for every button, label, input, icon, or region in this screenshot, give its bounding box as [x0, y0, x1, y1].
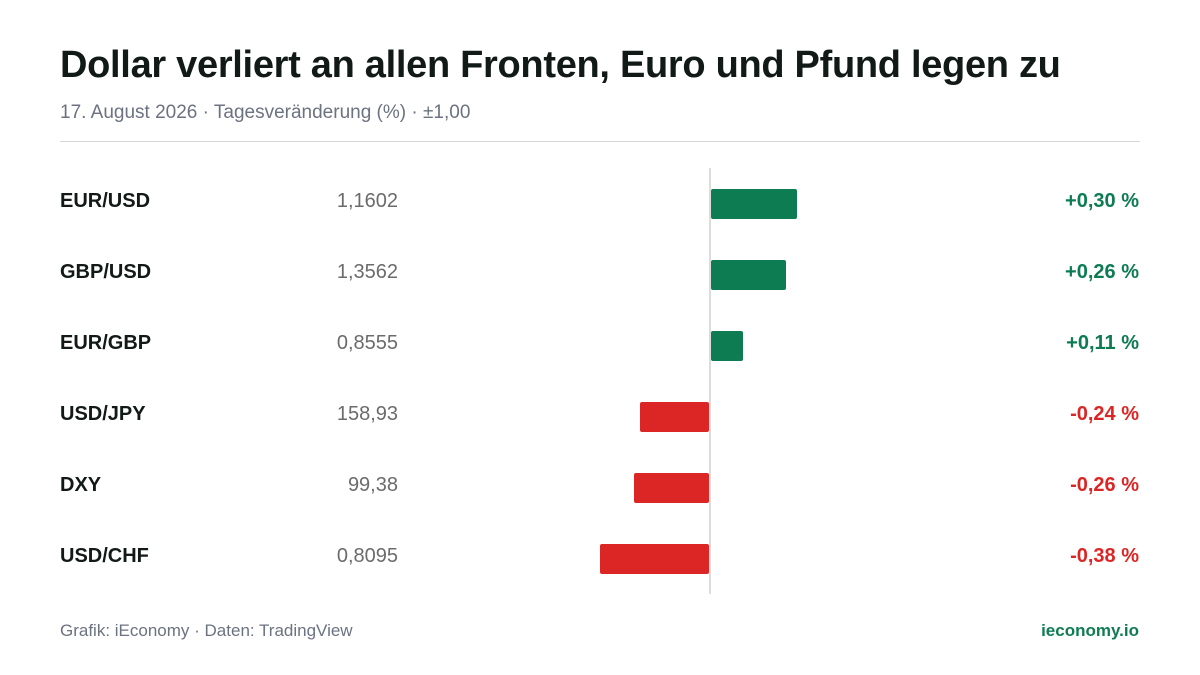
chart-row: DXY 99,38 -0,26 %	[0, 468, 1200, 508]
pair-label: EUR/GBP	[60, 332, 152, 354]
chart-row: EUR/GBP 0,8555 +0,11 %	[0, 326, 1200, 366]
change-label: -0,38 %	[1070, 545, 1139, 567]
chart-row: USD/CHF 0,8095 -0,38 %	[0, 539, 1200, 579]
pair-label: DXY	[60, 474, 102, 496]
positive-bar	[711, 189, 798, 219]
header-divider	[60, 141, 1140, 142]
negative-bar	[599, 544, 709, 574]
chart-row: GBP/USD 1,3562 +0,26 %	[0, 255, 1200, 295]
pair-label: USD/JPY	[60, 403, 146, 425]
footer-brand-link[interactable]: ieconomy.io	[1041, 621, 1139, 640]
price-value: 158,93	[336, 403, 398, 425]
chart-row: USD/JPY 158,93 -0,24 %	[0, 397, 1200, 437]
pair-label: GBP/USD	[60, 261, 152, 283]
chart-row: EUR/USD 1,1602 +0,30 %	[0, 184, 1200, 224]
change-label: +0,26 %	[1065, 261, 1139, 283]
pair-label: USD/CHF	[60, 545, 149, 567]
chart-title: Dollar verliert an allen Fronten, Euro u…	[60, 44, 1061, 86]
price-value: 1,3562	[336, 261, 398, 283]
zero-axis-line	[709, 168, 711, 594]
negative-bar	[634, 473, 709, 503]
footer-source: Grafik: iEconomy · Daten: TradingView	[60, 621, 353, 640]
negative-bar	[640, 402, 709, 432]
change-label: -0,26 %	[1070, 474, 1139, 496]
change-label: +0,30 %	[1065, 190, 1139, 212]
pair-label: EUR/USD	[60, 190, 151, 212]
price-value: 99,38	[347, 474, 398, 496]
change-label: -0,24 %	[1070, 403, 1139, 425]
price-value: 0,8555	[336, 332, 398, 354]
chart-subtitle: 17. August 2026 · Tagesveränderung (%) ·…	[60, 102, 471, 123]
price-value: 0,8095	[336, 545, 398, 567]
change-label: +0,11 %	[1066, 332, 1139, 354]
price-value: 1,1602	[336, 190, 398, 212]
positive-bar	[711, 260, 786, 290]
positive-bar	[711, 331, 743, 361]
